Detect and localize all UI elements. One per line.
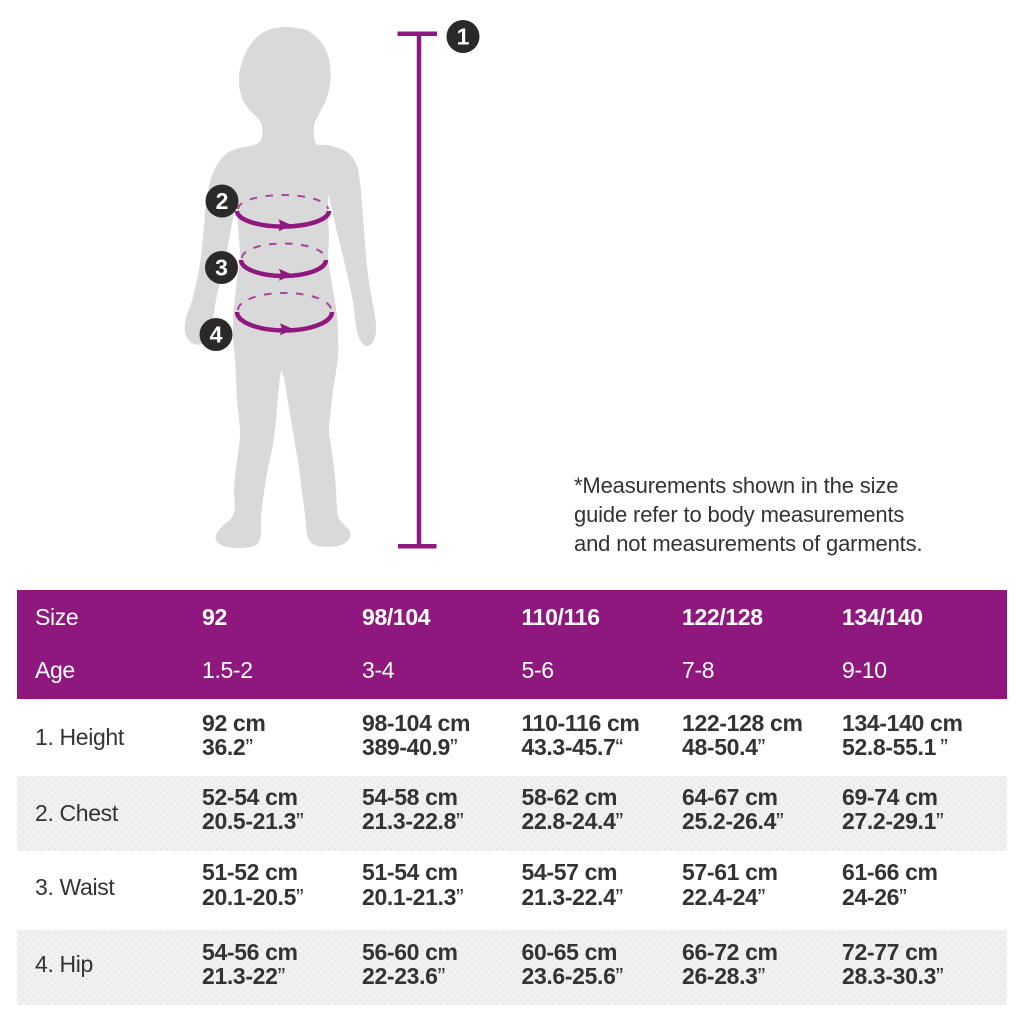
svg-text:2: 2 [216, 188, 229, 214]
svg-text:4: 4 [210, 322, 223, 348]
svg-text:1: 1 [457, 24, 470, 50]
svg-text:3: 3 [215, 255, 228, 281]
